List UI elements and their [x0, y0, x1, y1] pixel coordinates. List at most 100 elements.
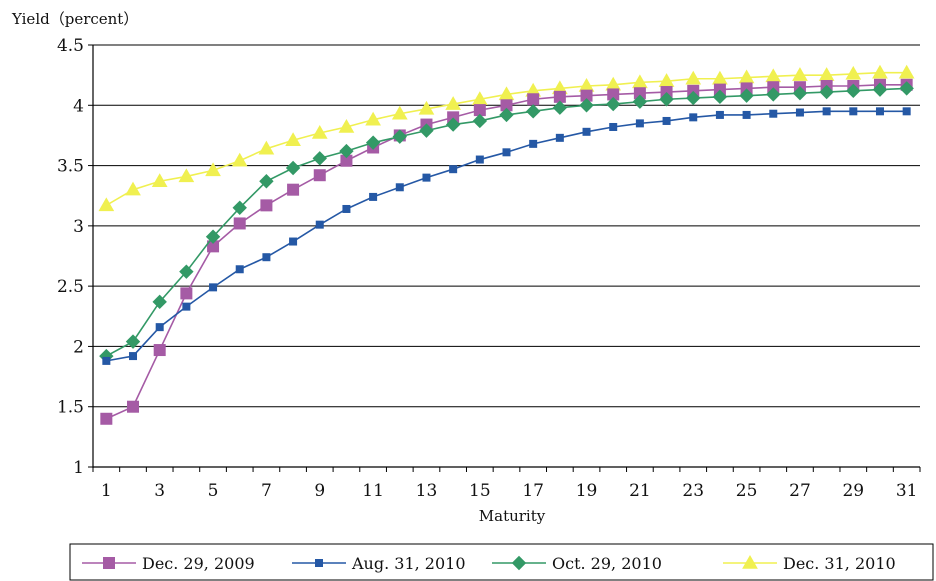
- data-point: [449, 165, 458, 174]
- data-point: [395, 183, 404, 192]
- data-point: [511, 555, 527, 571]
- axes: [88, 44, 921, 472]
- series-2: [102, 107, 911, 365]
- data-point: [233, 217, 246, 230]
- y-axis-title: Yield（percent）: [11, 10, 138, 28]
- x-tick-label: 3: [154, 481, 165, 501]
- data-point: [369, 192, 378, 201]
- data-point: [98, 197, 115, 212]
- x-tick-label: 21: [629, 481, 651, 501]
- x-tick-label: 9: [314, 481, 325, 501]
- data-point: [153, 344, 166, 357]
- y-tick-label: 3.5: [57, 157, 84, 177]
- data-point: [582, 127, 591, 136]
- data-point: [712, 89, 728, 105]
- data-point: [846, 83, 861, 99]
- data-point: [742, 110, 751, 119]
- data-point: [475, 155, 484, 164]
- legend-item: Dec. 29, 2009: [82, 554, 255, 573]
- data-point: [419, 123, 434, 138]
- x-tick-label: 17: [522, 481, 544, 501]
- data-point: [552, 100, 568, 115]
- data-point: [151, 173, 168, 187]
- data-point: [606, 96, 621, 112]
- data-point: [819, 84, 834, 100]
- data-point: [260, 199, 273, 212]
- y-tick-label: 4: [73, 96, 84, 116]
- data-point: [100, 412, 113, 425]
- data-point: [315, 559, 323, 567]
- legend-box: [69, 543, 934, 581]
- data-point: [125, 181, 141, 196]
- y-tick-label: 2: [73, 337, 84, 357]
- x-tick-label: 25: [736, 481, 758, 501]
- data-point: [659, 92, 674, 107]
- data-point: [632, 94, 648, 109]
- data-point: [312, 151, 327, 166]
- legend-item: Aug. 31, 2010: [292, 554, 466, 573]
- data-point: [205, 229, 221, 244]
- data-point: [502, 148, 511, 157]
- x-tick-label: 5: [208, 481, 219, 501]
- x-tick-label: 23: [682, 481, 704, 501]
- data-point: [152, 294, 167, 310]
- data-point: [209, 283, 218, 292]
- data-point: [422, 173, 431, 182]
- series-1: [100, 78, 913, 425]
- data-point: [285, 160, 301, 176]
- data-point: [689, 113, 698, 122]
- data-point: [205, 162, 221, 177]
- series-group: [98, 64, 915, 425]
- data-point: [872, 64, 888, 79]
- data-point: [527, 93, 540, 106]
- data-point: [180, 287, 193, 300]
- data-point: [902, 107, 911, 116]
- legend-label: Dec. 31, 2010: [783, 554, 896, 573]
- data-point: [529, 139, 538, 148]
- data-point: [258, 140, 275, 155]
- data-point: [472, 113, 488, 129]
- data-point: [231, 152, 248, 167]
- data-point: [235, 265, 244, 274]
- data-point: [739, 88, 754, 103]
- x-tick-label: 1: [101, 481, 112, 501]
- data-point: [182, 302, 191, 311]
- x-tick-labels: 1 3 5 7 9 11 13 15 17 19 21 23 25 27 29 31: [101, 481, 918, 501]
- data-point: [795, 108, 804, 117]
- data-point: [525, 104, 541, 119]
- legend-item: Oct. 29, 2010: [492, 554, 662, 573]
- data-point: [445, 117, 461, 132]
- y-tick-label: 1: [73, 458, 84, 478]
- data-point: [232, 200, 247, 215]
- data-point: [262, 253, 271, 262]
- data-point: [127, 400, 140, 413]
- data-point: [179, 264, 194, 279]
- data-point: [338, 118, 355, 133]
- data-point: [609, 122, 618, 131]
- data-point: [289, 237, 298, 246]
- y-tick-labels: 1 1.5 2 2.5 3 3.5 4 4.5: [57, 36, 84, 478]
- data-point: [579, 98, 594, 113]
- data-point: [129, 352, 138, 361]
- data-point: [418, 100, 435, 115]
- x-tick-label: 27: [789, 481, 811, 501]
- data-point: [845, 65, 862, 80]
- data-point: [849, 107, 858, 116]
- x-tick-label: 13: [416, 481, 438, 501]
- data-point: [392, 129, 407, 144]
- data-point: [342, 204, 351, 213]
- x-tick-label: 29: [842, 481, 864, 501]
- data-point: [872, 82, 888, 97]
- legend: Dec. 29, 2009 Aug. 31, 2010 Oct. 29, 2010 D…: [69, 543, 934, 581]
- y-tick-label: 1.5: [57, 398, 84, 418]
- series-4: [98, 64, 915, 212]
- series-3: [99, 81, 914, 364]
- data-point: [155, 323, 164, 332]
- data-point: [365, 135, 381, 150]
- data-point: [315, 220, 324, 229]
- data-point: [898, 64, 915, 79]
- x-tick-label: 7: [261, 481, 272, 501]
- legend-label: Aug. 31, 2010: [351, 554, 466, 573]
- data-point: [125, 334, 141, 349]
